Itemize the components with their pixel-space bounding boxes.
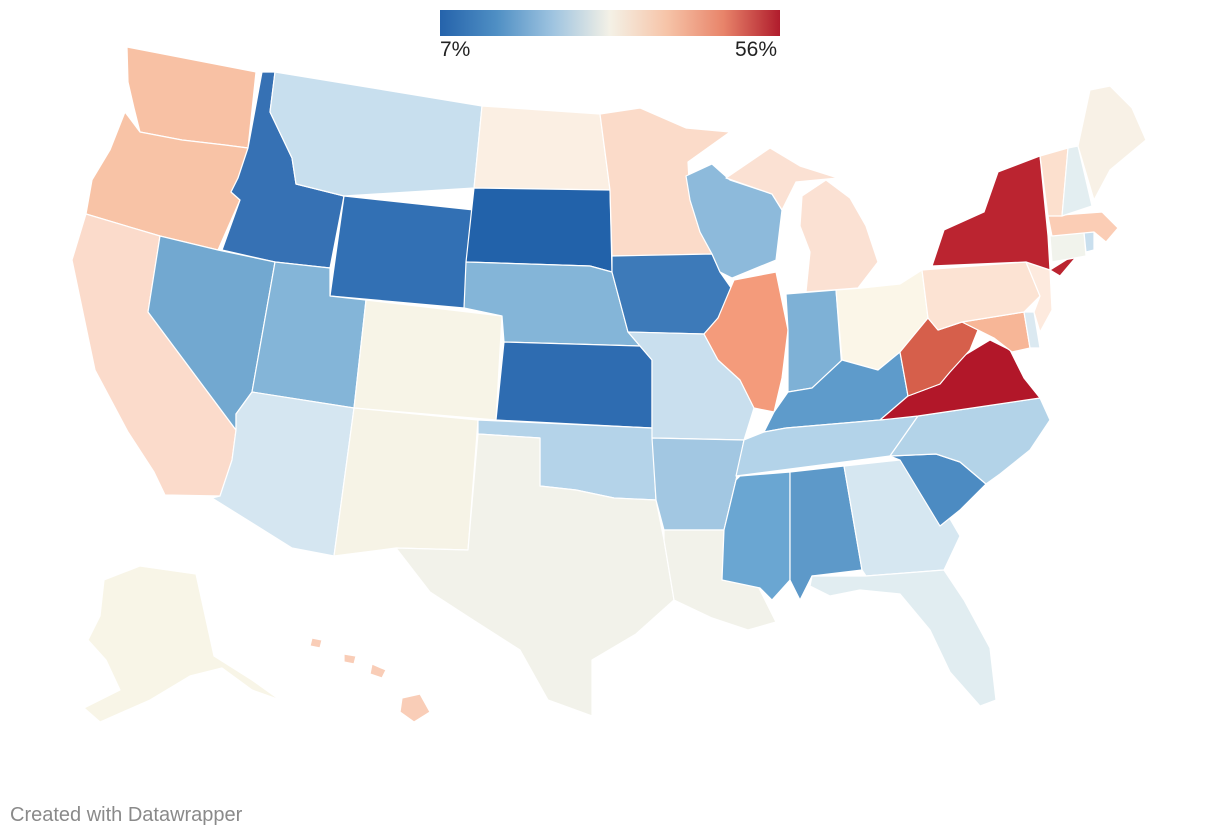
state-oregon[interactable] <box>85 111 249 251</box>
state-north-dakota[interactable] <box>473 105 611 191</box>
legend-min-label: 7% <box>440 38 471 61</box>
state-hawaii[interactable] <box>309 637 431 723</box>
state-rhode-island[interactable] <box>1083 231 1095 253</box>
state-texas[interactable] <box>395 433 675 717</box>
state-new-mexico[interactable] <box>333 407 479 557</box>
credit-label: Created with Datawrapper <box>10 804 243 826</box>
legend-color-bar <box>440 10 780 36</box>
legend-max-label: 56% <box>735 38 778 61</box>
state-illinois[interactable] <box>703 271 789 413</box>
state-north-carolina[interactable] <box>889 397 1051 485</box>
state-alaska[interactable] <box>83 565 281 723</box>
state-connecticut[interactable] <box>1049 231 1087 263</box>
state-massachusetts[interactable] <box>1047 211 1119 243</box>
state-south-dakota[interactable] <box>465 187 613 273</box>
state-colorado[interactable] <box>353 299 503 421</box>
state-wyoming[interactable] <box>329 195 475 309</box>
state-new-hampshire[interactable] <box>1061 145 1093 217</box>
state-michigan[interactable] <box>725 147 879 293</box>
state-delaware[interactable] <box>1023 311 1041 349</box>
state-maine[interactable] <box>1077 85 1147 201</box>
state-florida[interactable] <box>809 569 997 707</box>
state-kansas[interactable] <box>495 341 653 429</box>
state-montana[interactable] <box>269 71 483 197</box>
